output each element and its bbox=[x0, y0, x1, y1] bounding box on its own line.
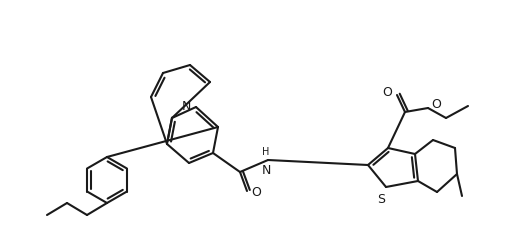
Text: O: O bbox=[382, 86, 392, 99]
Text: N: N bbox=[182, 100, 191, 113]
Text: N: N bbox=[261, 164, 271, 177]
Text: S: S bbox=[377, 193, 385, 206]
Text: O: O bbox=[431, 98, 441, 112]
Text: H: H bbox=[262, 147, 270, 157]
Text: O: O bbox=[251, 187, 261, 199]
